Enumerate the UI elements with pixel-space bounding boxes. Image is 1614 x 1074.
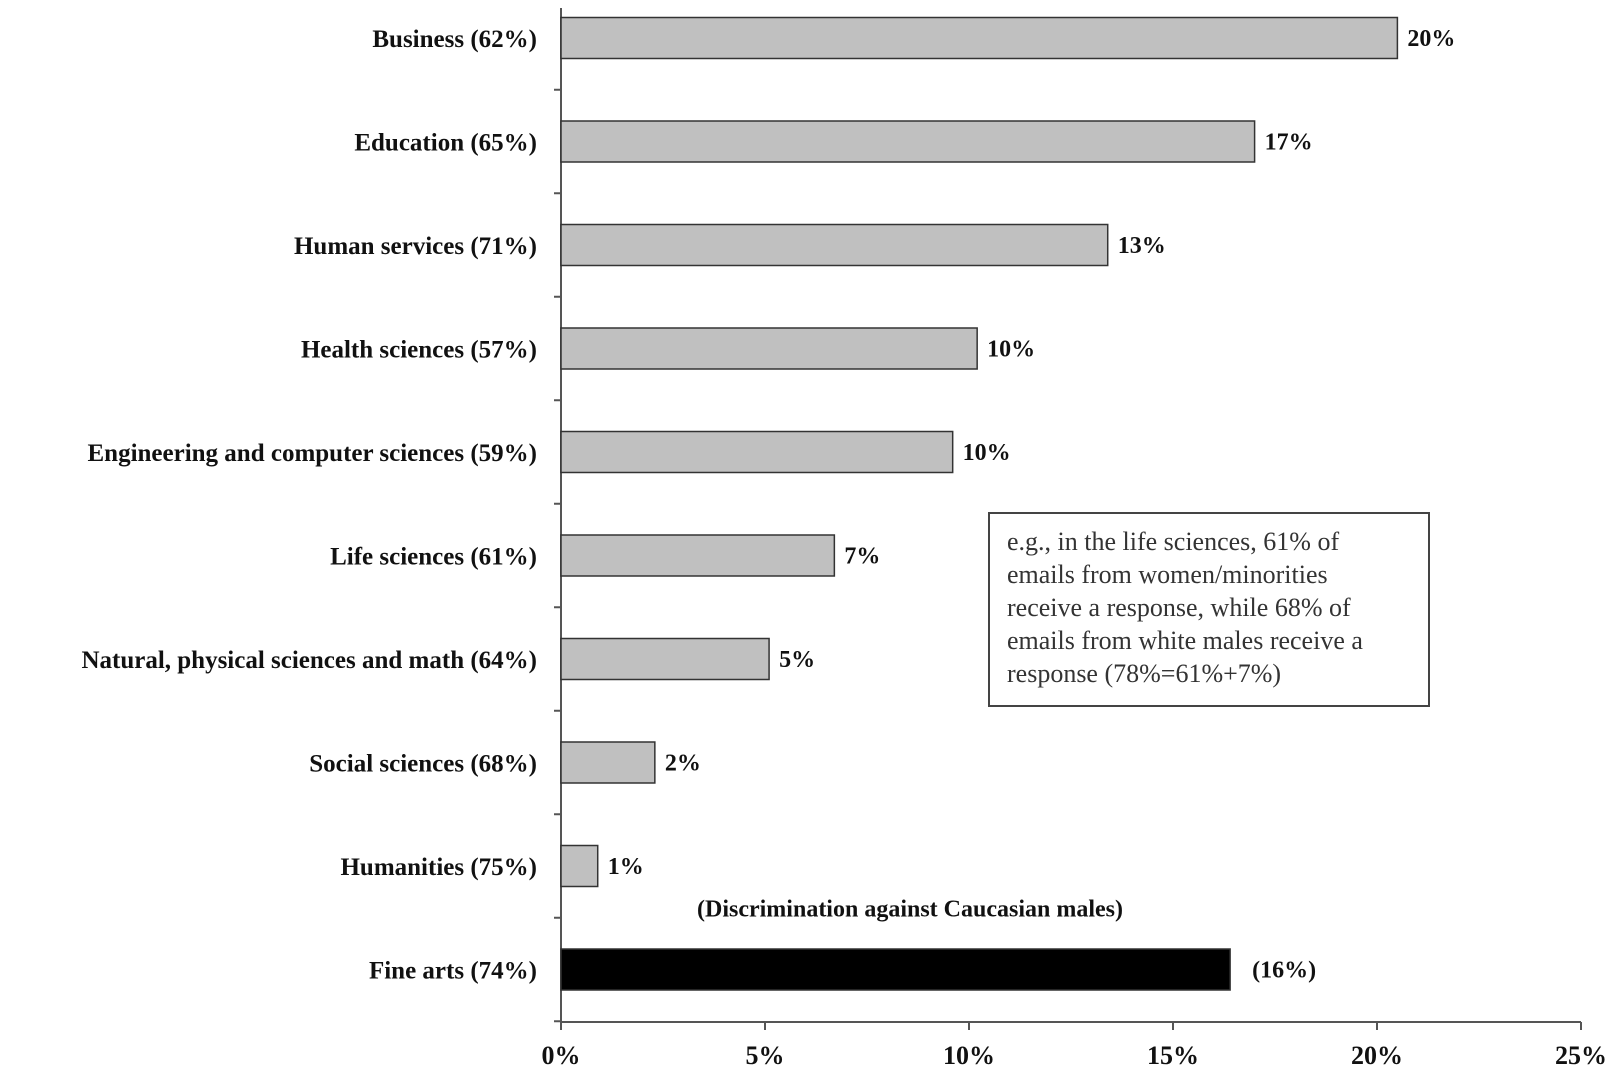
example-note-line: emails from white males receive a xyxy=(1007,626,1363,655)
example-note-line: response (78%=61%+7%) xyxy=(1007,659,1281,688)
category-label: Human services (71%) xyxy=(294,233,537,260)
category-label: Humanities (75%) xyxy=(340,854,537,881)
bar xyxy=(560,948,1231,991)
category-label: Education (65%) xyxy=(354,130,537,157)
bars-group xyxy=(560,16,1399,991)
bar xyxy=(560,327,978,370)
value-label: 13% xyxy=(1118,233,1166,259)
value-label: 10% xyxy=(987,337,1035,363)
bar xyxy=(560,637,770,681)
category-label: Health sciences (57%) xyxy=(301,337,537,364)
bar xyxy=(560,16,1399,60)
bar xyxy=(560,534,836,577)
category-label: Social sciences (68%) xyxy=(309,751,537,778)
category-label: Engineering and computer sciences (59%) xyxy=(87,440,537,467)
x-tick-label: 5% xyxy=(746,1041,785,1070)
category-label: Business (62%) xyxy=(372,26,537,53)
discrimination-annotation: (Discrimination against Caucasian males) xyxy=(697,897,1123,923)
bar xyxy=(560,844,599,888)
x-axis-ticks: 0% 5% 10% 15% 20% 25% xyxy=(542,1022,1607,1070)
category-labels: Business (62%) Education (65%) Human servi… xyxy=(81,26,537,985)
example-note-line: emails from women/minorities xyxy=(1007,560,1328,589)
value-label: 5% xyxy=(779,647,815,673)
example-note-line: e.g., in the life sciences, 61% of xyxy=(1007,527,1339,556)
value-labels: 20% 17% 13% 10% 10% 7% 5% 2% 1% (16%) xyxy=(608,26,1456,984)
bar xyxy=(560,430,954,474)
y-axis-ticks xyxy=(554,88,561,1023)
category-label: Fine arts (74%) xyxy=(369,958,537,985)
bar xyxy=(560,223,1109,267)
x-tick-label: 0% xyxy=(542,1041,581,1070)
value-label: 20% xyxy=(1407,26,1455,52)
value-label: 7% xyxy=(844,544,880,570)
bar xyxy=(560,741,656,784)
category-label: Life sciences (61%) xyxy=(330,544,537,571)
value-label: 17% xyxy=(1265,130,1313,156)
example-note-box: e.g., in the life sciences, 61% of email… xyxy=(988,512,1430,707)
value-label: 1% xyxy=(608,854,644,880)
category-label: Natural, physical sciences and math (64%… xyxy=(81,647,537,674)
x-tick-label: 15% xyxy=(1147,1041,1199,1070)
value-label: 2% xyxy=(665,751,701,777)
x-tick-label: 20% xyxy=(1351,1041,1403,1070)
example-note-frame xyxy=(988,512,1430,707)
x-tick-label: 25% xyxy=(1555,1041,1607,1070)
x-tick-label: 10% xyxy=(943,1041,995,1070)
value-label: (16%) xyxy=(1252,958,1316,984)
bar xyxy=(560,120,1256,163)
example-note-line: receive a response, while 68% of xyxy=(1007,593,1351,622)
value-label: 10% xyxy=(963,440,1011,466)
